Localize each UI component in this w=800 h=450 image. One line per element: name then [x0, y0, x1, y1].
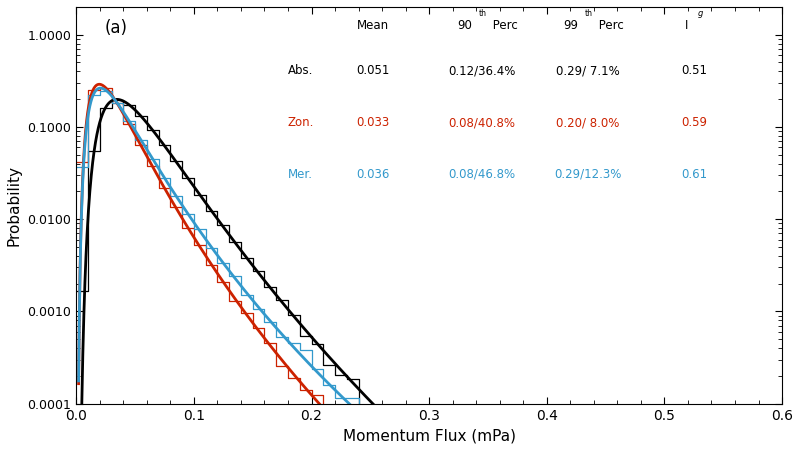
Text: Abs.: Abs.: [288, 64, 314, 77]
Text: 0.61: 0.61: [681, 167, 707, 180]
Text: 0.051: 0.051: [356, 64, 390, 77]
Text: 0.033: 0.033: [356, 116, 390, 129]
Text: Perc: Perc: [489, 19, 518, 32]
Text: 0.08/40.8%: 0.08/40.8%: [449, 116, 515, 129]
Text: 99: 99: [563, 19, 578, 32]
Text: 0.036: 0.036: [356, 167, 390, 180]
Text: Mean: Mean: [357, 19, 389, 32]
X-axis label: Momentum Flux (mPa): Momentum Flux (mPa): [342, 428, 516, 443]
Text: (a): (a): [105, 19, 127, 37]
Text: 90: 90: [457, 19, 472, 32]
Text: 0.59: 0.59: [681, 116, 707, 129]
Text: 0.51: 0.51: [681, 64, 707, 77]
Text: th: th: [478, 9, 486, 18]
Text: 0.29/ 7.1%: 0.29/ 7.1%: [556, 64, 620, 77]
Text: Zon.: Zon.: [288, 116, 314, 129]
Text: Mer.: Mer.: [288, 167, 313, 180]
Text: Perc: Perc: [595, 19, 624, 32]
Text: I: I: [685, 19, 689, 32]
Text: 0.12/36.4%: 0.12/36.4%: [448, 64, 516, 77]
Y-axis label: Probability: Probability: [7, 165, 22, 246]
Text: g: g: [698, 9, 702, 18]
Text: 0.08/46.8%: 0.08/46.8%: [449, 167, 516, 180]
Text: 0.20/ 8.0%: 0.20/ 8.0%: [556, 116, 620, 129]
Text: th: th: [585, 9, 593, 18]
Text: 0.29/12.3%: 0.29/12.3%: [554, 167, 622, 180]
